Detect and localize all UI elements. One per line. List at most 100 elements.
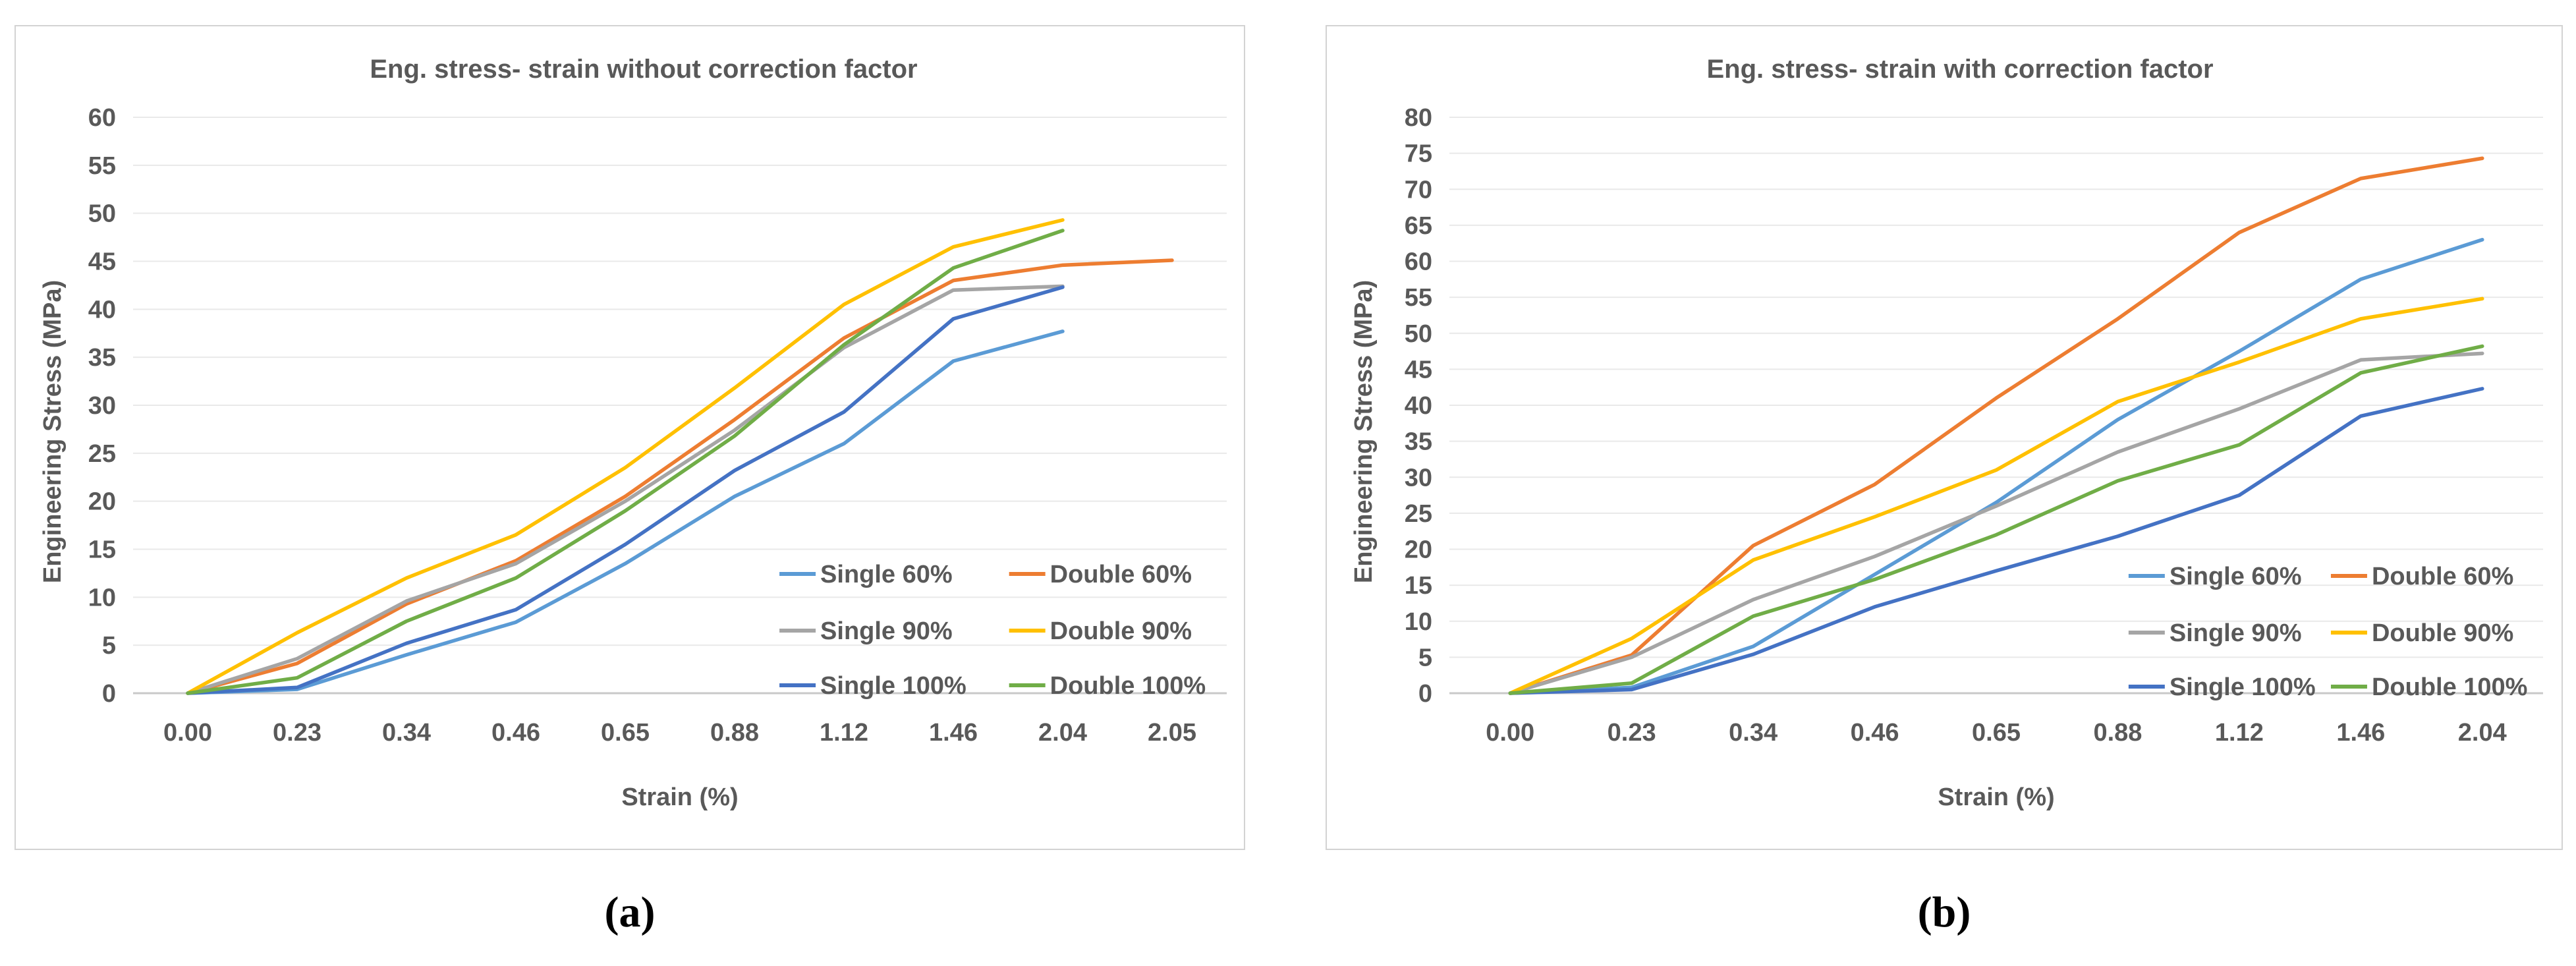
x-tick-label: 0.46 [1851,719,1899,747]
y-tick-label: 5 [102,632,116,660]
y-tick-label: 0 [102,680,116,708]
legend-item-double-90: Double 90% [1009,617,1192,645]
gridlines [1449,117,2543,695]
y-tick-label: 15 [88,536,116,564]
x-axis-title: Strain (%) [1938,783,2054,811]
caption-a: (a) [604,888,656,936]
series-line-single-100 [1508,387,2484,695]
legend-item-double-60: Double 60% [2330,563,2513,590]
y-tick-label: 30 [1405,464,1432,492]
y-tick-label: 10 [1405,608,1432,636]
x-tick-label: 1.12 [820,719,868,747]
legend-label-single-60: Single 60% [820,561,953,588]
y-axis-tick-labels: 0 5 10 15 20 25 30 35 40 45 50 55 60 [88,104,116,708]
series-lines [1508,156,2484,695]
y-tick-label: 0 [1418,680,1432,708]
y-tick-label: 60 [1405,248,1432,276]
chart-title: Eng. stress- strain with correction fact… [1706,55,2213,84]
series-lines [186,218,1174,695]
legend-label-single-100: Single 100% [2170,673,2316,701]
x-tick-label: 0.88 [710,719,759,747]
x-tick-label: 0.00 [1486,719,1534,747]
y-tick-label: 65 [1405,212,1432,240]
chart-panel-b: 0 5 10 15 20 25 30 35 40 45 50 55 60 65 70 75 80 Eng. str… [1326,25,2563,850]
legend-label-single-90: Single 90% [820,617,953,645]
y-tick-label: 55 [88,152,116,180]
y-tick-label: 25 [88,440,116,468]
legend-item-double-60: Double 60% [1009,561,1192,588]
y-tick-label: 35 [88,344,116,372]
series-line-single-90 [186,284,1065,695]
y-axis-tick-labels: 0 5 10 15 20 25 30 35 40 45 50 55 60 65 70 75 80 [1405,104,1432,708]
y-tick-label: 40 [88,296,116,324]
x-tick-label: 1.12 [2215,719,2264,747]
y-tick-label: 40 [1405,392,1432,420]
series-line-single-60 [186,329,1065,695]
chart-title: Eng. stress- strain without correction f… [370,55,917,84]
legend-item-double-90: Double 90% [2330,619,2513,647]
x-tick-label: 1.46 [929,719,978,747]
series-line-double-100 [186,229,1065,695]
x-tick-label: 0.23 [1608,719,1656,747]
legend-label-double-60: Double 60% [1050,561,1192,588]
y-tick-label: 75 [1405,140,1432,168]
legend-item-single-90: Single 90% [2128,619,2302,647]
y-tick-label: 10 [88,584,116,611]
x-axis-tick-labels: 0.00 0.23 0.34 0.46 0.65 0.88 1.12 1.46 2.04 2.05 [163,719,1196,747]
x-tick-label: 2.04 [1038,719,1087,747]
x-axis-title: Strain (%) [621,783,738,811]
y-tick-label: 25 [1405,500,1432,528]
x-tick-label: 2.05 [1148,719,1196,747]
y-tick-label: 15 [1405,572,1432,600]
legend-item-double-100: Double 100% [1009,672,1206,700]
x-tick-label: 0.23 [273,719,322,747]
series-line-double-60 [1508,156,2484,695]
x-tick-label: 0.34 [1729,719,1778,747]
legend-label-double-60: Double 60% [2372,563,2513,590]
y-tick-label: 45 [1405,356,1432,384]
legend-label-double-90: Double 90% [1050,617,1192,645]
legend: Single 60% Double 60% Single 90% Double 90%… [2128,563,2528,701]
x-tick-label: 2.04 [2458,719,2507,747]
x-tick-label: 1.46 [2336,719,2385,747]
y-tick-label: 20 [1405,536,1432,564]
y-tick-label: 30 [88,392,116,420]
legend-label-double-100: Double 100% [1050,672,1206,700]
legend-item-single-100: Single 100% [779,672,966,700]
chart-panel-a: 0 5 10 15 20 25 30 35 40 45 50 55 60 Eng. stress- str… [14,25,1245,850]
legend-label-single-100: Single 100% [820,672,966,700]
y-tick-label: 55 [1405,284,1432,312]
x-tick-label: 0.34 [382,719,431,747]
series-line-single-100 [186,285,1065,695]
y-tick-label: 35 [1405,428,1432,456]
series-line-single-90 [1508,351,2484,695]
series-line-single-60 [1508,237,2484,695]
x-tick-label: 0.88 [2093,719,2142,747]
y-axis-title: Engineering Stress (MPa) [1350,280,1378,583]
y-tick-label: 45 [88,248,116,276]
legend-item-double-100: Double 100% [2330,673,2528,701]
legend-label-double-100: Double 100% [2372,673,2528,701]
legend-item-single-100: Single 100% [2128,673,2316,701]
y-axis-title: Engineering Stress (MPa) [39,280,67,583]
series-line-double-90 [186,218,1065,695]
x-tick-label: 0.65 [1972,719,2021,747]
x-tick-label: 0.00 [163,719,212,747]
y-tick-label: 20 [88,488,116,516]
chart-a-svg: 0 5 10 15 20 25 30 35 40 45 50 55 60 Eng. stress- str… [39,55,1227,811]
y-tick-label: 70 [1405,176,1432,204]
legend-label-double-90: Double 90% [2372,619,2513,647]
legend-label-single-60: Single 60% [2170,563,2302,590]
y-tick-label: 50 [1405,320,1432,348]
legend-item-single-60: Single 60% [2128,563,2302,590]
y-tick-label: 60 [88,104,116,132]
gridlines [133,117,1227,695]
y-tick-label: 50 [88,200,116,228]
x-axis-tick-labels: 0.00 0.23 0.34 0.46 0.65 0.88 1.12 1.46 2.04 [1486,719,2507,747]
x-tick-label: 0.46 [491,719,540,747]
series-line-double-90 [1508,297,2484,695]
y-tick-label: 80 [1405,104,1432,132]
legend-item-single-60: Single 60% [779,561,953,588]
series-line-double-100 [1508,344,2484,695]
